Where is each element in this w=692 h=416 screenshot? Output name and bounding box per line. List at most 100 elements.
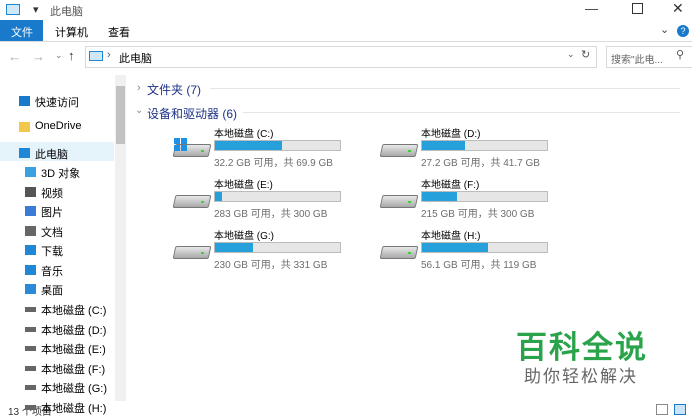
drive-name[interactable]: 本地磁盘 (C:) <box>214 129 274 140</box>
nav-icon <box>19 122 30 132</box>
drive-bar-track <box>214 191 341 202</box>
drive-bar-track <box>421 140 548 151</box>
nav-item[interactable]: 视频 <box>41 188 63 200</box>
recent-button[interactable]: ⌄ <box>55 50 63 60</box>
file-tab-bg <box>0 20 43 41</box>
drive-icon-light <box>408 201 411 203</box>
drive-name[interactable]: 本地磁盘 (D:) <box>421 129 481 140</box>
windows-logo <box>174 145 180 151</box>
nav-item[interactable]: 此电脑 <box>35 149 68 161</box>
drive-icon-light <box>408 150 411 152</box>
drive-space-label: 32.2 GB 可用，共 69.9 GB <box>214 158 333 169</box>
drive-space-label: 27.2 GB 可用，共 41.7 GB <box>421 158 540 169</box>
nav-icon <box>25 226 36 236</box>
nav-icon <box>25 265 36 275</box>
up-button[interactable]: ↑ <box>68 48 75 63</box>
drive-name[interactable]: 本地磁盘 (G:) <box>214 231 274 242</box>
drive-usage-bar <box>215 192 223 201</box>
ribbon-tab[interactable]: 查看 <box>108 27 130 39</box>
drive-icon[interactable] <box>379 144 419 157</box>
window-title: 此电脑 <box>50 6 83 18</box>
group-chevron[interactable]: ⌄ <box>135 105 144 116</box>
address-icon <box>89 51 103 61</box>
nav-item[interactable]: 本地磁盘 (F:) <box>41 364 106 376</box>
nav-icon <box>25 366 36 371</box>
nav-icon <box>25 167 36 177</box>
nav-item[interactable]: 下载 <box>41 246 63 258</box>
watermark-subtitle: 助你轻松解决 <box>524 367 638 386</box>
drive-usage-bar <box>215 141 283 150</box>
group-divider <box>243 112 680 113</box>
nav-scrollbar[interactable] <box>115 75 126 402</box>
minimize-button[interactable]: — <box>585 1 598 16</box>
nav-item[interactable]: 本地磁盘 (G:) <box>41 383 107 395</box>
windows-logo <box>181 138 187 144</box>
nav-item[interactable]: 音乐 <box>41 266 63 278</box>
nav-item[interactable]: 桌面 <box>41 285 63 297</box>
drive-icon[interactable] <box>379 246 419 259</box>
nav-scroll-thumb[interactable] <box>116 86 125 144</box>
details-view-button[interactable] <box>656 404 668 415</box>
help-button[interactable]: ? <box>677 25 689 37</box>
title-bar <box>0 0 692 20</box>
drive-name[interactable]: 本地磁盘 (E:) <box>214 180 273 191</box>
drive-icon-light <box>408 252 411 254</box>
windows-logo <box>181 145 187 151</box>
address-path[interactable]: 此电脑 <box>119 53 152 65</box>
drive-icon-light <box>201 150 204 152</box>
app-icon <box>6 4 20 15</box>
ribbon-expand[interactable]: ⌄ <box>660 24 670 36</box>
nav-item[interactable]: 快速访问 <box>35 97 79 109</box>
drive-bar-track <box>421 191 548 202</box>
drive-icon[interactable] <box>172 246 212 259</box>
forward-button[interactable]: → <box>32 49 45 64</box>
drive-bar-track <box>214 242 341 253</box>
group-chevron[interactable]: › <box>137 82 141 94</box>
search-placeholder: 搜索"此电... <box>611 55 663 66</box>
nav-icon <box>25 405 36 410</box>
address-dropdown[interactable]: ⌄ <box>567 49 575 59</box>
nav-icon <box>25 327 36 332</box>
back-button[interactable]: ← <box>8 49 21 64</box>
maximize-button[interactable] <box>632 3 643 14</box>
nav-item[interactable]: 本地磁盘 (E:) <box>41 344 106 356</box>
drive-icon-light <box>201 252 204 254</box>
windows-logo <box>174 138 180 144</box>
nav-item[interactable]: 文档 <box>41 227 63 239</box>
drive-usage-bar <box>422 192 458 201</box>
group-header[interactable]: 文件夹 (7) <box>147 83 202 97</box>
nav-item[interactable]: 本地磁盘 (D:) <box>41 325 107 337</box>
nav-item[interactable]: 本地磁盘 (C:) <box>41 305 107 317</box>
ribbon-tab[interactable]: 文件 <box>11 27 33 39</box>
nav-item[interactable]: 3D 对象 <box>41 168 81 180</box>
status-item-count: 13 个项目 <box>8 407 52 416</box>
watermark-title: 百科全说 <box>516 330 648 365</box>
nav-icon <box>25 187 36 197</box>
refresh-button[interactable]: ↻ <box>581 49 591 61</box>
ribbon-tab[interactable]: 计算机 <box>55 27 88 39</box>
nav-icon <box>25 385 36 390</box>
drive-icon[interactable] <box>172 195 212 208</box>
group-header[interactable]: 设备和驱动器 (6) <box>147 107 238 121</box>
ribbon <box>0 20 692 42</box>
address-box[interactable] <box>85 46 597 68</box>
drive-name[interactable]: 本地磁盘 (H:) <box>421 231 481 242</box>
nav-item[interactable]: 本地磁盘 (H:) <box>41 403 107 415</box>
nav-item[interactable]: OneDrive <box>35 120 82 132</box>
search-icon: ⚲ <box>676 49 685 61</box>
nav-icon <box>25 206 36 216</box>
drive-usage-bar <box>422 141 466 150</box>
nav-item[interactable]: 图片 <box>41 207 63 219</box>
drive-space-label: 56.1 GB 可用，共 119 GB <box>421 260 537 271</box>
close-button[interactable]: ✕ <box>672 0 684 16</box>
drive-space-label: 215 GB 可用，共 300 GB <box>421 209 535 220</box>
nav-icon <box>25 346 36 351</box>
drive-name[interactable]: 本地磁盘 (F:) <box>421 180 480 191</box>
tiles-view-button[interactable] <box>674 404 686 415</box>
drive-usage-bar <box>422 243 489 252</box>
search-box[interactable] <box>606 46 692 68</box>
watermark-bg <box>495 318 665 390</box>
qat-arrow[interactable]: ▾ <box>33 4 39 16</box>
drive-icon[interactable] <box>379 195 419 208</box>
